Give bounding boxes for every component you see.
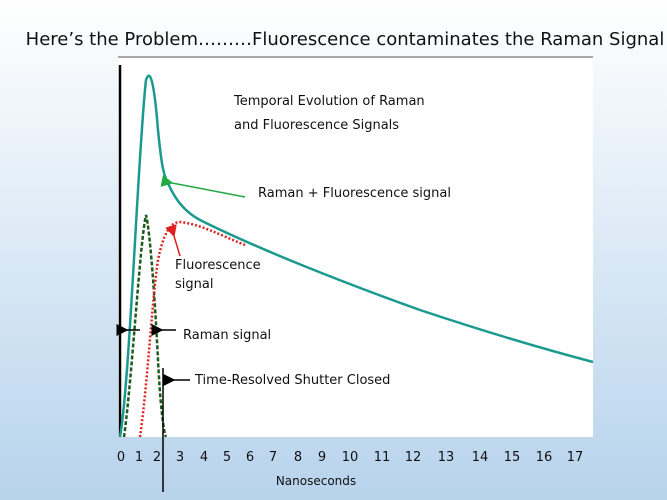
annotation: Raman + Fluorescence signal (258, 186, 451, 201)
raman-curve (122, 214, 168, 438)
annotation: Time-Resolved Shutter Closed (194, 373, 390, 388)
x-tick-label: 15 (504, 450, 521, 465)
x-tick-label: 3 (176, 450, 184, 465)
x-tick-label: 14 (472, 450, 489, 465)
slide-title: Here’s the Problem………Fluorescence contam… (26, 29, 665, 50)
arrow (160, 175, 246, 198)
x-tick-label: 17 (567, 450, 584, 465)
arrow (165, 224, 181, 257)
x-tick-label: 9 (318, 450, 326, 465)
chart-title: and Fluorescence Signals (234, 118, 399, 133)
chart-title: Temporal Evolution of Raman (233, 94, 425, 109)
x-tick-label: 6 (246, 450, 254, 465)
x-axis-label: Nanoseconds (276, 474, 356, 488)
x-axis: 0 1 2 3 4 5 6 7 8 9 10 11 12 13 14 15 16 17 (117, 450, 583, 465)
x-tick-label: 12 (405, 450, 422, 465)
annotation: Raman signal (183, 328, 271, 343)
x-tick-label: 13 (438, 450, 455, 465)
x-tick-label: 11 (374, 450, 391, 465)
x-tick-label: 10 (342, 450, 359, 465)
annotation: signal (175, 277, 213, 292)
plot-area (118, 57, 593, 437)
x-tick-label: 1 (135, 450, 143, 465)
x-tick-label: 0 (117, 450, 125, 465)
x-tick-label: 5 (223, 450, 231, 465)
x-tick-label: 7 (269, 450, 277, 465)
x-tick-label: 8 (294, 450, 302, 465)
x-tick-label: 4 (200, 450, 208, 465)
x-tick-label: 16 (536, 450, 553, 465)
x-tick-label: 2 (153, 450, 161, 465)
fluorescence-curve (138, 220, 246, 438)
annotation: Fluorescence (175, 258, 261, 273)
